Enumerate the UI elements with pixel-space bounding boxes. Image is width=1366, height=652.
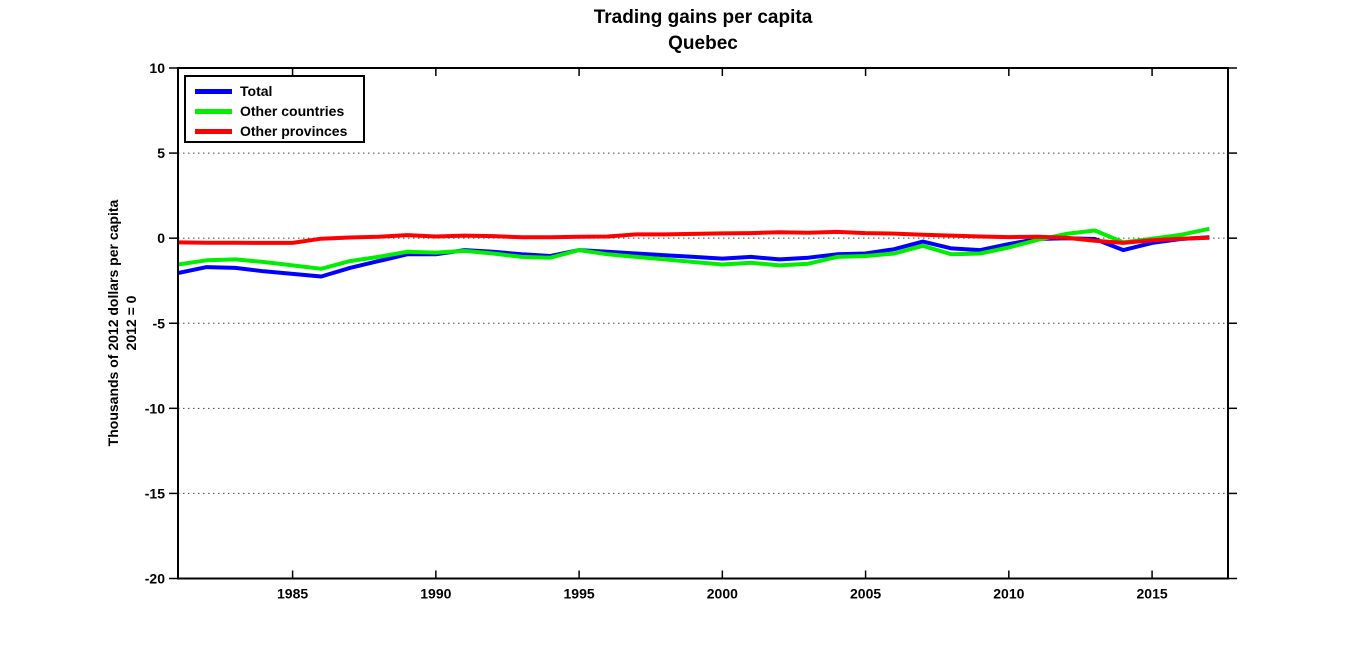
y-axis-label: Thousands of 2012 dollars per capita 201… [104,200,140,447]
x-tick-label-1985: 1985 [277,586,308,602]
y-tick-label--10: -10 [145,400,165,416]
legend-item-total: Total [186,81,363,101]
chart-title-block: Trading gains per capita Quebec [178,5,1228,57]
y-tick-label--5: -5 [153,315,166,331]
series-group [178,226,1210,279]
legend-item-other-countries: Other countries [186,101,363,121]
x-tick-label-1990: 1990 [420,586,451,602]
legend-label-other-provinces: Other provinces [240,123,348,139]
chart-title: Trading gains per capita [593,7,813,28]
legend-swatch-total [195,88,232,94]
legend-swatch-other-countries [195,108,232,114]
y-tick-label-5: 5 [157,145,165,161]
chart-subtitle: Quebec [668,33,738,54]
x-tick-label-1995: 1995 [564,586,595,602]
x-tick-label-2015: 2015 [1137,586,1168,602]
y-axis-label-line1: Thousands of 2012 dollars per capita [105,199,121,447]
y-tick-label--20: -20 [145,571,165,587]
legend-box: Total Other countries Other provinces [184,75,365,143]
x-tick-label-2010: 2010 [993,586,1024,602]
series-line-total [178,235,1210,279]
x-tick-label-2000: 2000 [707,586,738,602]
legend-item-other-provinces: Other provinces [186,121,363,141]
legend-swatch-other-provinces [195,128,232,134]
y-tick-label-0: 0 [157,230,165,246]
legend-label-total: Total [240,83,273,99]
y-axis-label-line2: 2012 = 0 [123,295,139,351]
series-line-other-provinces [178,229,1210,245]
series-line-other-countries [178,226,1210,271]
x-tick-label-2005: 2005 [850,586,881,602]
legend-label-other-countries: Other countries [240,103,345,119]
y-tick-label--15: -15 [145,485,165,501]
y-tick-label-10: 10 [149,60,165,76]
